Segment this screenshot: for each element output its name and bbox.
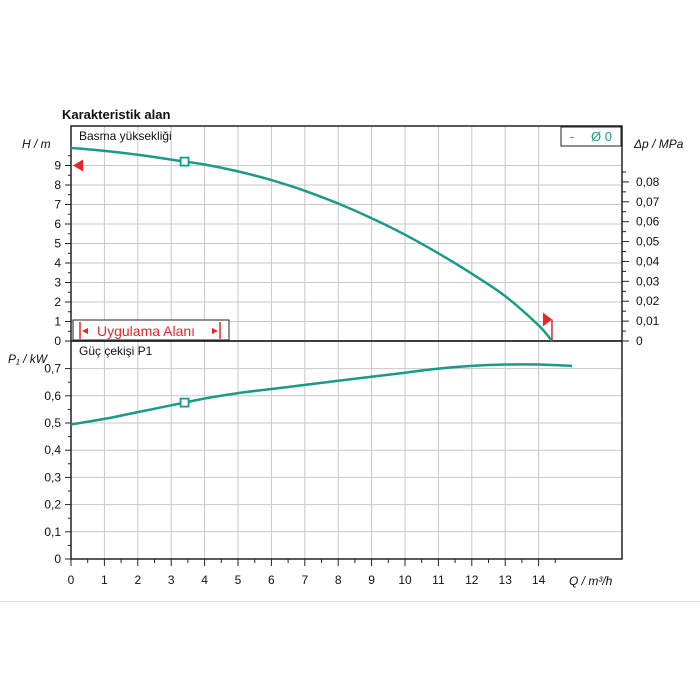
- bottom-y-ticks: 0 0,1 0,2 0,3 0,4 0,5 0,6 0,7: [44, 362, 71, 566]
- legend-box: - Ø 0: [560, 126, 622, 147]
- range-label-box: Uygulama Alanı: [72, 319, 230, 341]
- top-y-tick-label: 3: [54, 276, 61, 290]
- head-curve: [70, 146, 553, 342]
- x-tick-label: 11: [432, 573, 445, 587]
- bottom-y-tick-label: 0,4: [44, 443, 61, 457]
- x-tick-label: 9: [368, 573, 375, 587]
- top-grid: [71, 126, 622, 341]
- x-tick-label: 4: [201, 573, 208, 587]
- legend-label: Ø 0: [591, 129, 612, 144]
- top-y-tick-label: 7: [54, 198, 61, 212]
- x-tick-label: 0: [68, 573, 75, 587]
- top-y-right-tick-label: 0,01: [636, 314, 660, 328]
- power-curve-marker: [179, 397, 190, 408]
- top-y-right-tick-label: 0,03: [636, 274, 660, 288]
- x-tick-label: 7: [301, 573, 308, 587]
- top-y-right-tick-label: 0,02: [636, 294, 660, 308]
- bottom-y-tick-label: 0,1: [44, 525, 61, 539]
- top-y-tick-label: 6: [54, 217, 61, 231]
- legend-dash: -: [570, 129, 574, 144]
- x-axis-label: Q / m³/h: [569, 574, 613, 588]
- range-marker-right: [542, 312, 552, 327]
- top-panel-label: Basma yüksekliği: [79, 129, 172, 143]
- x-tick-label: 6: [268, 573, 275, 587]
- x-tick-label: 1: [101, 573, 108, 587]
- range-label: Uygulama Alanı: [97, 323, 195, 339]
- top-y-ticks-right: 0 0,01 0,02 0,03 0,04 0,05 0,06 0,07 0,08: [622, 171, 660, 348]
- x-tick-label: 13: [499, 573, 513, 587]
- top-y-right-tick-label: 0,06: [636, 215, 660, 229]
- x-tick-label: 8: [335, 573, 342, 587]
- x-tick-label: 5: [235, 573, 242, 587]
- top-ylabel: H / m: [22, 137, 51, 151]
- x-tick-label: 2: [134, 573, 141, 587]
- top-y-tick-label: 4: [54, 256, 61, 270]
- power-curve: [70, 363, 573, 426]
- top-y-tick-label: 2: [54, 295, 61, 309]
- bottom-y-tick-label: 0,2: [44, 498, 61, 512]
- top-y-right-tick-label: 0,04: [636, 254, 660, 268]
- top-y-right-tick-label: 0: [636, 334, 643, 348]
- x-tick-label: 12: [465, 573, 479, 587]
- top-y-tick-label: 0: [54, 334, 61, 348]
- x-tick-label: 14: [532, 573, 546, 587]
- bottom-y-tick-label: 0,7: [44, 362, 61, 376]
- bottom-y-tick-label: 0,5: [44, 416, 61, 430]
- x-ticks: 0 1 2 3 4 5 6 7 8 9 10 11 12 13 14: [68, 559, 556, 587]
- top-y-right-tick-label: 0,07: [636, 195, 660, 209]
- bottom-ylabel: P₁ / kW: [8, 352, 49, 366]
- bottom-grid: [71, 341, 622, 559]
- bottom-y-tick-label: 0,3: [44, 470, 61, 484]
- bottom-y-tick-label: 0: [54, 552, 61, 566]
- top-y-tick-label: 9: [54, 159, 61, 173]
- page-divider: [0, 601, 700, 602]
- x-tick-label: 3: [168, 573, 175, 587]
- bottom-panel-label: Güç çekişi P1: [79, 344, 153, 358]
- top-y-tick-label: 1: [54, 315, 61, 329]
- top-ylabel-right: Δp / MPa: [633, 137, 684, 151]
- top-y-tick-label: 5: [54, 237, 61, 251]
- top-y-right-tick-label: 0,05: [636, 235, 660, 249]
- bottom-y-tick-label: 0,6: [44, 389, 61, 403]
- top-y-tick-label: 8: [54, 178, 61, 192]
- range-marker-left: [73, 159, 83, 172]
- head-curve-marker: [179, 156, 190, 167]
- x-tick-label: 10: [398, 573, 412, 587]
- top-y-right-tick-label: 0,08: [636, 175, 660, 189]
- chart-title: Karakteristik alan: [62, 107, 170, 122]
- top-y-ticks: 0 1 2 3 4 5 6 7 8 9: [54, 155, 71, 348]
